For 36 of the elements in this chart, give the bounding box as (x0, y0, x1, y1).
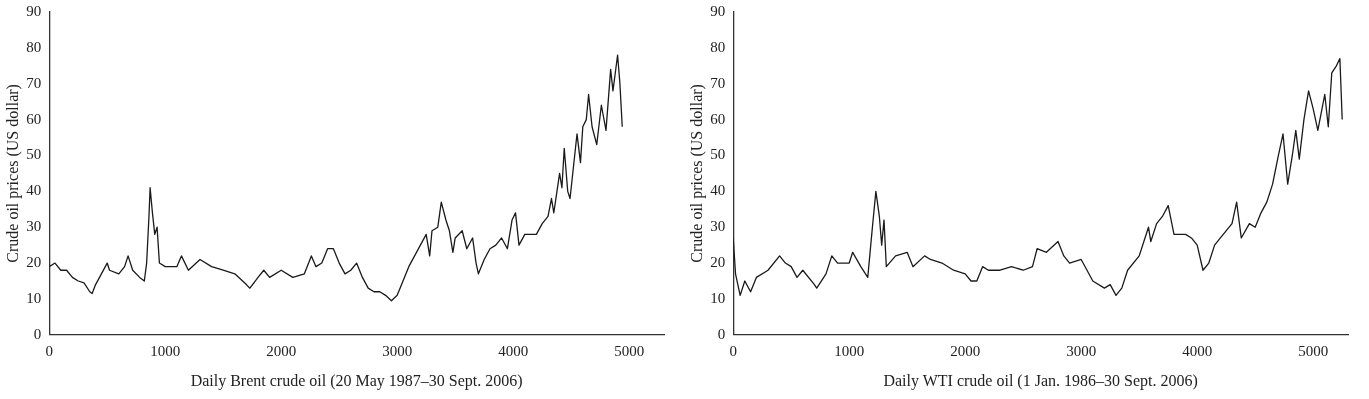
y-tick-label: 50 (710, 146, 726, 163)
y-axis-title: Crude oil prices (US dollar) (3, 84, 22, 263)
y-tick-label: 30 (26, 218, 42, 235)
y-tick-label: 50 (26, 146, 42, 163)
y-tick-label: 90 (26, 2, 42, 19)
x-tick-label: 0 (45, 342, 53, 359)
x-tick-label: 2000 (266, 342, 297, 359)
x-axis-title: Daily Brent crude oil (20 May 1987–30 Sept. 2006) (190, 371, 523, 390)
y-tick-label: 90 (710, 2, 726, 19)
y-tick-label: 40 (710, 182, 726, 199)
x-tick-label: 1000 (150, 342, 181, 359)
x-tick-label: 4000 (498, 342, 529, 359)
y-tick-label: 40 (26, 182, 42, 199)
y-tick-label: 10 (710, 289, 726, 306)
x-tick-label: 1000 (834, 342, 865, 359)
y-tick-label: 60 (710, 110, 726, 127)
x-tick-label: 2000 (950, 342, 981, 359)
x-tick-label: 4000 (1182, 342, 1213, 359)
y-axis-title: Crude oil prices (US dollar) (687, 84, 706, 263)
x-tick-label: 3000 (1066, 342, 1097, 359)
y-tick-label: 20 (26, 254, 42, 270)
y-tick-label: 80 (710, 38, 726, 55)
x-tick-label: 0 (729, 342, 737, 359)
y-tick-label: 20 (710, 254, 726, 270)
y-tick-label: 0 (717, 325, 726, 342)
y-tick-label: 30 (710, 218, 726, 235)
x-tick-label: 5000 (614, 342, 645, 359)
y-tick-label: 0 (33, 325, 42, 342)
y-tick-label: 70 (710, 74, 726, 91)
y-tick-label: 70 (26, 74, 42, 91)
y-tick-label: 10 (26, 289, 42, 306)
x-axis-title: Daily WTI crude oil (1 Jan. 1986–30 Sept. 2006) (883, 371, 1198, 390)
y-tick-label: 60 (26, 110, 42, 127)
y-tick-label: 80 (26, 38, 42, 55)
x-tick-label: 3000 (382, 342, 413, 359)
x-tick-label: 5000 (1298, 342, 1329, 359)
